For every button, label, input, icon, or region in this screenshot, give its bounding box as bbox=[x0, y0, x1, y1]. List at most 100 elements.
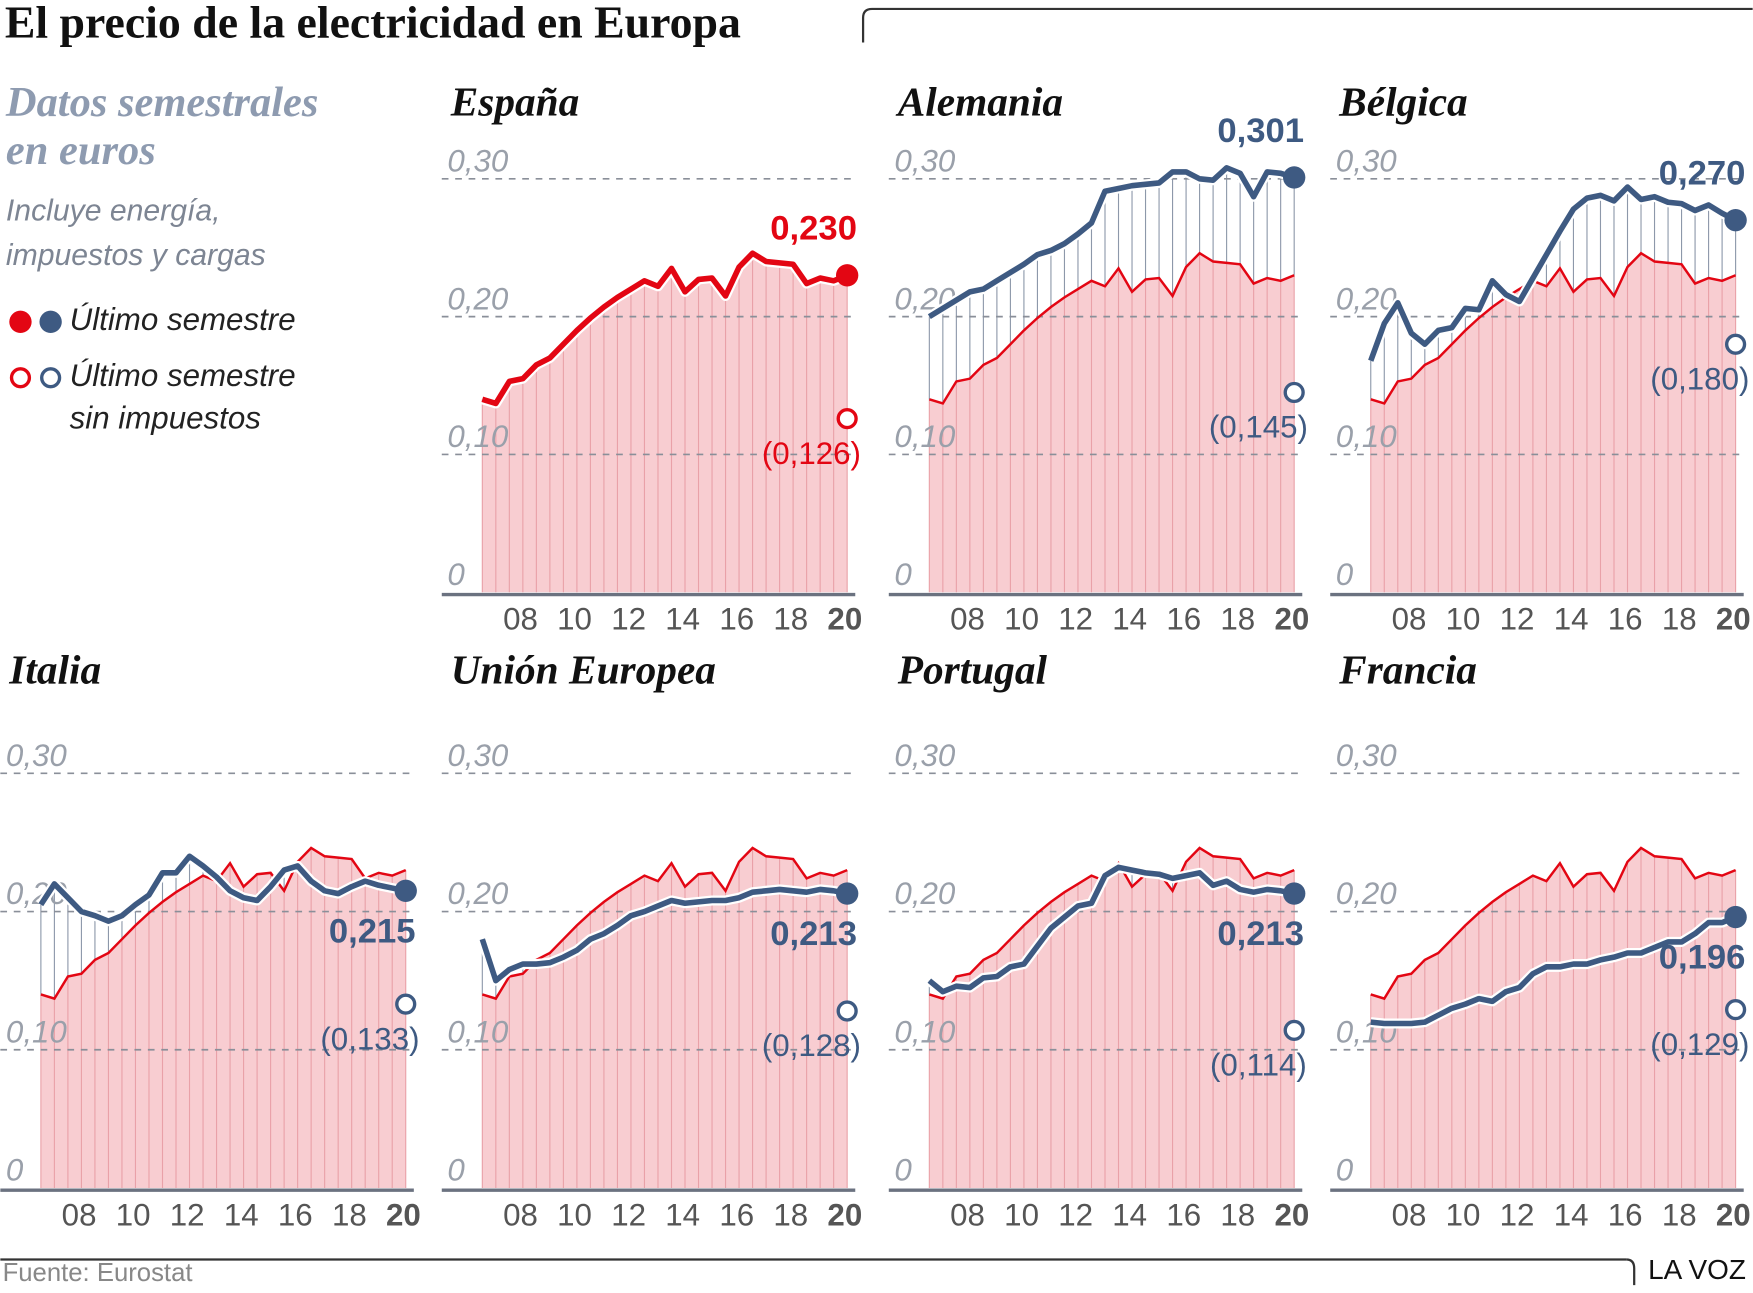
no-tax-label: (0,133) bbox=[320, 1021, 419, 1056]
panel-title: Italia bbox=[8, 646, 101, 692]
x-tick-label: 08 bbox=[950, 602, 985, 637]
x-tick-label: 16 bbox=[1608, 1197, 1643, 1232]
series-line bbox=[927, 164, 1295, 320]
source: Fuente: Eurostat bbox=[3, 1259, 193, 1287]
x-tick-label: 08 bbox=[503, 1197, 538, 1232]
x-tick-label: 14 bbox=[1554, 1197, 1589, 1232]
x-tick-label: 18 bbox=[1662, 1197, 1697, 1232]
x-tick-label: 16 bbox=[1608, 602, 1643, 637]
x-tick-label: 10 bbox=[557, 1197, 592, 1232]
x-tick-label: 18 bbox=[773, 602, 808, 637]
no-tax-point bbox=[1724, 333, 1747, 355]
y-tick-label: 0,10 bbox=[447, 419, 508, 454]
reference-line bbox=[40, 846, 407, 1001]
y-tick-label: 0 bbox=[447, 1153, 465, 1188]
y-tick-label: 0,10 bbox=[1336, 419, 1397, 454]
x-tick-label: 20 bbox=[1274, 1197, 1309, 1232]
reference-area bbox=[929, 253, 1295, 593]
reference-line bbox=[1370, 251, 1737, 405]
y-tick-label: 0,10 bbox=[6, 1014, 67, 1049]
x-tick-label: 12 bbox=[1500, 602, 1535, 637]
y-tick-label: 0,20 bbox=[894, 876, 955, 911]
value-label: 0,270 bbox=[1659, 155, 1746, 193]
x-tick-label: 20 bbox=[386, 1197, 421, 1232]
panel-title: Portugal bbox=[897, 646, 1048, 692]
value-label: 0,213 bbox=[770, 915, 857, 953]
legend-label: Último semestre bbox=[70, 358, 296, 393]
x-tick-label: 16 bbox=[1166, 1197, 1201, 1232]
reference-area bbox=[40, 847, 406, 1188]
x-tick-label: 18 bbox=[773, 1197, 808, 1232]
x-tick-label: 10 bbox=[1446, 602, 1481, 637]
x-tick-label: 14 bbox=[1112, 1197, 1147, 1232]
no-tax-point bbox=[836, 408, 858, 430]
y-tick-label: 0,30 bbox=[447, 738, 508, 773]
series-line bbox=[1370, 914, 1737, 1027]
last-point bbox=[1283, 166, 1306, 189]
reference-area bbox=[1370, 847, 1736, 1188]
x-tick-label: 08 bbox=[1392, 1197, 1427, 1232]
x-tick-label: 10 bbox=[1004, 602, 1039, 637]
panel-title: España bbox=[450, 79, 580, 125]
x-tick-label: 10 bbox=[116, 1197, 151, 1232]
y-tick-label: 0 bbox=[894, 557, 912, 592]
x-tick-label: 10 bbox=[1004, 1197, 1039, 1232]
series-line bbox=[38, 853, 407, 925]
reference-area bbox=[1370, 253, 1736, 593]
x-tick-label: 10 bbox=[557, 602, 592, 637]
note: Incluye energía, bbox=[6, 194, 221, 227]
series-line bbox=[927, 864, 1295, 995]
x-tick-label: 18 bbox=[332, 1197, 367, 1232]
x-tick-label: 20 bbox=[827, 1197, 862, 1232]
legend-marker bbox=[9, 367, 32, 389]
x-tick-label: 16 bbox=[278, 1197, 313, 1232]
x-tick-label: 12 bbox=[1058, 1197, 1093, 1232]
value-label: 0,301 bbox=[1217, 112, 1304, 150]
y-tick-label: 0,10 bbox=[894, 419, 955, 454]
note: impuestos y cargas bbox=[6, 239, 266, 272]
legend-label: Último semestre bbox=[70, 302, 296, 337]
x-tick-label: 12 bbox=[170, 1197, 205, 1232]
series-line bbox=[481, 250, 849, 407]
no-tax-point bbox=[395, 993, 417, 1015]
subtitle: Datos semestrales bbox=[5, 79, 319, 126]
legend-marker bbox=[40, 367, 62, 389]
panel-title: Bélgica bbox=[1338, 79, 1468, 125]
x-tick-label: 08 bbox=[62, 1197, 97, 1232]
reference-area bbox=[482, 253, 848, 593]
x-tick-label: 18 bbox=[1220, 602, 1255, 637]
no-tax-point bbox=[1724, 999, 1747, 1021]
y-tick-label: 0,30 bbox=[1336, 738, 1397, 773]
no-tax-label: (0,128) bbox=[762, 1028, 861, 1063]
no-tax-label: (0,180) bbox=[1650, 361, 1749, 396]
last-point bbox=[394, 879, 417, 902]
value-label: 0,230 bbox=[770, 210, 857, 248]
panel-title: Alemania bbox=[895, 79, 1063, 125]
no-tax-point bbox=[1283, 381, 1305, 404]
x-tick-label: 20 bbox=[1716, 1197, 1751, 1232]
last-point bbox=[1724, 208, 1747, 232]
no-tax-label: (0,114) bbox=[1210, 1048, 1307, 1083]
value-label: 0,196 bbox=[1659, 939, 1746, 977]
y-tick-label: 0 bbox=[6, 1153, 24, 1188]
x-tick-label: 08 bbox=[950, 1197, 985, 1232]
y-tick-label: 0,30 bbox=[1336, 143, 1397, 178]
x-tick-label: 12 bbox=[611, 602, 646, 637]
x-tick-label: 14 bbox=[1554, 602, 1589, 637]
x-tick-label: 18 bbox=[1662, 602, 1697, 637]
x-tick-label: 16 bbox=[719, 602, 754, 637]
brand: LA VOZ bbox=[1648, 1254, 1746, 1285]
no-tax-point bbox=[836, 1000, 858, 1022]
legend-label: sin impuestos bbox=[70, 400, 261, 435]
footer-rule bbox=[1626, 1258, 1636, 1286]
no-tax-label: (0,126) bbox=[762, 436, 861, 471]
series-line bbox=[1368, 184, 1737, 362]
y-tick-label: 0,30 bbox=[447, 143, 508, 178]
y-tick-label: 0 bbox=[447, 557, 465, 592]
x-tick-label: 14 bbox=[665, 1197, 700, 1232]
y-tick-label: 0,20 bbox=[447, 876, 508, 911]
value-label: 0,213 bbox=[1217, 915, 1304, 953]
legend-marker bbox=[39, 310, 62, 334]
series-line bbox=[479, 886, 848, 984]
